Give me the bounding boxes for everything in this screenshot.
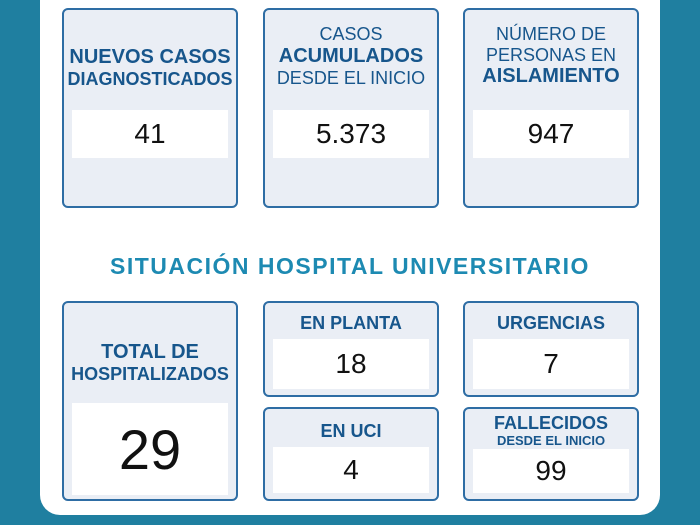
card-en-planta: EN PLANTA 18 <box>263 301 439 397</box>
fallecidos-subtitle: DESDE EL INICIO <box>496 432 606 448</box>
acumulados-line3: DESDE EL INICIO <box>276 67 426 88</box>
urgencias-label: URGENCIAS <box>496 313 605 333</box>
card-casos-acumulados: CASOS ACUMULADOS DESDE EL INICIO 5.373 <box>263 8 439 208</box>
acumulados-line2: ACUMULADOS <box>278 44 424 67</box>
fallecidos-title: FALLECIDOS <box>493 413 608 433</box>
uci-value: 4 <box>273 447 429 493</box>
total-title: TOTAL DE <box>101 341 199 363</box>
aislamiento-value: 947 <box>473 110 629 158</box>
card-en-uci: EN UCI 4 <box>263 407 439 501</box>
nuevos-casos-subtitle: DIAGNOSTICADOS <box>67 69 233 89</box>
urgencias-value: 7 <box>473 339 629 389</box>
card-urgencias: URGENCIAS 7 <box>463 301 639 397</box>
total-subtitle: HOSPITALIZADOS <box>71 364 229 384</box>
uci-label: EN UCI <box>320 421 382 441</box>
aislamiento-line2: PERSONAS EN <box>485 44 617 65</box>
fallecidos-value: 99 <box>473 449 629 493</box>
section-title: SITUACIÓN HOSPITAL UNIVERSITARIO <box>110 253 590 279</box>
nuevos-casos-title: NUEVOS CASOS <box>69 46 231 68</box>
acumulados-value: 5.373 <box>273 110 429 158</box>
acumulados-line1: CASOS <box>319 24 383 44</box>
total-value: 29 <box>72 403 228 495</box>
nuevos-casos-value: 41 <box>72 110 228 158</box>
card-total-hospitalizados: TOTAL DE HOSPITALIZADOS 29 <box>62 301 238 501</box>
card-nuevos-casos: NUEVOS CASOS DIAGNOSTICADOS 41 <box>62 8 238 208</box>
aislamiento-line1: NÚMERO DE <box>495 24 606 44</box>
card-aislamiento: NÚMERO DE PERSONAS EN AISLAMIENTO 947 <box>463 8 639 208</box>
planta-label: EN PLANTA <box>300 313 402 333</box>
aislamiento-line3: AISLAMIENTO <box>482 65 620 88</box>
card-fallecidos: FALLECIDOS DESDE EL INICIO 99 <box>463 407 639 501</box>
planta-value: 18 <box>273 339 429 389</box>
